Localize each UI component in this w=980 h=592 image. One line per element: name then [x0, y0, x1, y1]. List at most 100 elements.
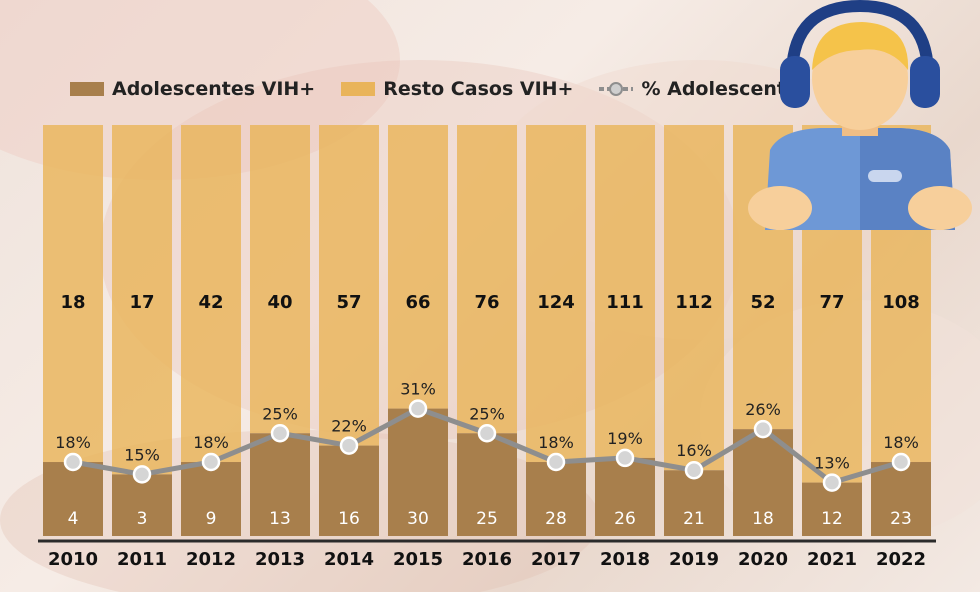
pct-point-2020: [753, 419, 773, 439]
tick-label-2015: 2015: [393, 549, 443, 570]
label-resto-2012: 42: [198, 292, 223, 313]
tick-label-2019: 2019: [669, 549, 719, 570]
legend-label-resto: Resto Casos VIH+: [383, 78, 574, 100]
tick-label-2011: 2011: [117, 549, 167, 570]
pct-point-2014: [339, 436, 359, 455]
label-adolescentes-2019: 21: [683, 509, 705, 529]
pct-label-2014: 22%: [331, 417, 367, 436]
pct-label-2018: 19%: [607, 429, 643, 448]
legend: Adolescentes VIH+ Resto Casos VIH+ % Ado…: [70, 74, 810, 104]
legend-line-marker: [599, 82, 634, 96]
label-adolescentes-2016: 25: [476, 509, 498, 529]
tick-label-2013: 2013: [255, 549, 305, 570]
pct-label-2013: 25%: [262, 404, 298, 423]
pct-point-2019: [684, 460, 704, 480]
bar-resto-2015: [388, 125, 448, 409]
label-adolescentes-2010: 4: [68, 509, 79, 529]
bar-resto-2013: [250, 125, 310, 434]
pct-point-2016: [477, 424, 497, 443]
bar-adolescentes-2011: [112, 474, 172, 536]
pct-point-2018: [615, 448, 635, 468]
label-resto-2021: 77: [819, 292, 844, 313]
tick-label-2017: 2017: [531, 549, 581, 570]
bar-adolescentes-2014: [319, 445, 379, 536]
bar-adolescentes-2022: [871, 462, 931, 536]
bar-adolescentes-2018: [595, 457, 655, 536]
bar-adolescentes-2013: [250, 433, 310, 536]
pct-label-2022: 18%: [883, 433, 919, 452]
label-resto-2011: 17: [129, 292, 154, 313]
pct-label-2016: 25%: [469, 404, 505, 423]
pct-line-layer: [63, 399, 911, 492]
tick-label-2012: 2012: [186, 549, 236, 570]
label-resto-2015: 66: [405, 292, 430, 313]
bar-resto-2010: [43, 125, 103, 463]
pct-label-2015: 31%: [400, 380, 436, 399]
pct-point-2012: [201, 452, 221, 472]
bar-adolescentes-2012: [181, 462, 241, 536]
pct-label-2012: 18%: [193, 433, 229, 452]
pct-point-2021: [822, 473, 842, 492]
pct-label-2020: 26%: [745, 400, 781, 419]
bar-resto-2011: [112, 125, 172, 475]
label-resto-2016: 76: [474, 292, 499, 313]
tick-label-2016: 2016: [462, 549, 512, 570]
label-resto-2018: 111: [606, 292, 644, 313]
legend-swatch-resto: [341, 82, 376, 96]
labels-layer: 18 4 17 3 42 9 40 13 57 16 66 30 76 25 124 28 111 26 112 21…: [55, 292, 920, 529]
legend-item-adolescentes: Adolescentes VIH+: [70, 78, 315, 100]
label-adolescentes-2017: 28: [545, 509, 567, 529]
label-resto-2017: 124: [537, 292, 575, 313]
legend-swatch-adolescentes: [70, 82, 104, 96]
pct-label-2010: 18%: [55, 433, 91, 452]
tick-label-2022: 2022: [876, 549, 926, 570]
legend-label-adolescentes: Adolescentes VIH+: [112, 78, 316, 100]
tick-label-2018: 2018: [600, 549, 650, 570]
label-adolescentes-2018: 26: [614, 509, 636, 529]
legend-item-pct: % Adolescentes: [599, 78, 810, 100]
legend-label-pct: % Adolescentes: [641, 78, 811, 100]
label-adolescentes-2021: 12: [821, 509, 843, 529]
pct-point-2015: [408, 399, 428, 418]
label-adolescentes-2012: 9: [206, 509, 217, 529]
tick-label-2021: 2021: [807, 549, 857, 570]
label-adolescentes-2013: 13: [269, 509, 291, 529]
tick-label-2010: 2010: [48, 549, 98, 570]
x-axis: 2010 2011 2012 2013 2014 2015 2016 2017 2018 2019…: [38, 539, 936, 570]
label-resto-2013: 40: [267, 292, 292, 313]
tick-label-2014: 2014: [324, 549, 374, 570]
label-resto-2020: 52: [750, 292, 775, 313]
pct-label-2011: 15%: [124, 445, 160, 464]
bar-adolescentes-2019: [664, 470, 724, 536]
bar-adolescentes-2016: [457, 433, 517, 536]
label-resto-2019: 112: [675, 292, 713, 313]
bar-resto-2016: [457, 125, 517, 434]
bar-adolescentes-2017: [526, 462, 586, 536]
pct-point-2011: [132, 465, 152, 484]
bar-resto-2019: [664, 125, 724, 471]
pct-point-2017: [546, 452, 566, 472]
pct-label-2019: 16%: [676, 441, 712, 460]
pct-label-2017: 18%: [538, 433, 574, 452]
bar-resto-2012: [181, 125, 241, 463]
label-adolescentes-2011: 3: [137, 509, 148, 529]
label-adolescentes-2022: 23: [890, 509, 912, 529]
bar-resto-2017: [526, 125, 586, 463]
label-adolescentes-2020: 18: [752, 509, 774, 529]
bar-adolescentes-2010: [43, 462, 103, 536]
pct-label-2021: 13%: [814, 454, 850, 473]
pct-point-2022: [891, 452, 911, 472]
legend-item-resto: Resto Casos VIH+: [341, 78, 573, 100]
headphones-person-icon: [748, 0, 972, 230]
label-resto-2010: 18: [60, 292, 85, 313]
pct-point-2010: [63, 452, 83, 472]
bar-resto-2014: [319, 125, 379, 446]
label-adolescentes-2014: 16: [338, 509, 360, 529]
label-adolescentes-2015: 30: [407, 509, 429, 529]
pct-point-2013: [270, 424, 290, 443]
tick-label-2020: 2020: [738, 549, 788, 570]
label-resto-2014: 57: [336, 292, 361, 313]
bar-resto-2018: [595, 125, 655, 458]
bar-adolescentes-2015: [388, 408, 448, 536]
label-resto-2022: 108: [882, 292, 920, 313]
